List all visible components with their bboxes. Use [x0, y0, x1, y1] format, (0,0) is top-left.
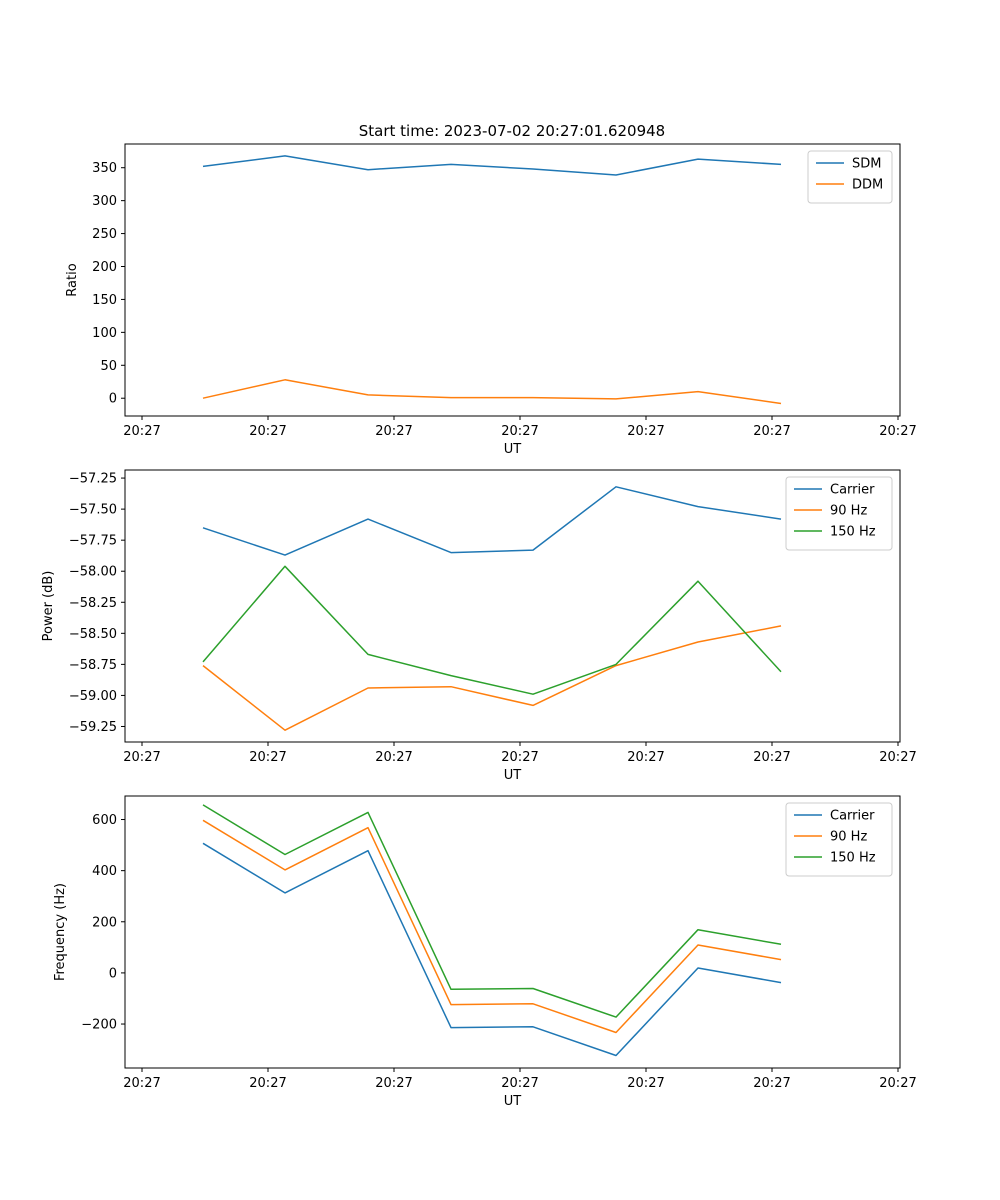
- y-tick-label: 0: [109, 966, 117, 981]
- x-tick-label: 20:27: [501, 750, 538, 765]
- y-tick-label: 300: [92, 194, 117, 209]
- x-tick-label: 20:27: [249, 1076, 286, 1091]
- y-tick-label: −59.25: [69, 720, 117, 735]
- legend-label: Carrier: [830, 809, 875, 824]
- y-tick-label: −57.25: [69, 472, 117, 487]
- x-tick-label: 20:27: [627, 1076, 664, 1091]
- series-line-carrier: [202, 486, 782, 556]
- y-axis-label: Ratio: [65, 263, 80, 296]
- x-tick-label: 20:27: [123, 750, 160, 765]
- x-tick-label: 20:27: [249, 750, 286, 765]
- x-tick-label: 20:27: [879, 424, 916, 439]
- ratio-panel: 20:27 20:27 20:27 20:27 20:27 20:27 20:27 UT 0 50…: [65, 143, 917, 457]
- x-tick-label: 20:27: [753, 1076, 790, 1091]
- x-tick-label: 20:27: [753, 424, 790, 439]
- series-line-carrier: [202, 842, 782, 1057]
- figure-title: Start time: 2023-07-02 20:27:01.620948: [359, 122, 665, 140]
- x-tick-label: 20:27: [375, 1076, 412, 1091]
- y-tick-label: 250: [92, 227, 117, 242]
- x-axis-label: UT: [504, 1094, 522, 1109]
- y-tick-label: −57.50: [69, 503, 117, 518]
- legend-label: Carrier: [830, 483, 875, 498]
- x-tick-label: 20:27: [627, 750, 664, 765]
- y-tick-label: −58.25: [69, 596, 117, 611]
- x-tick-label: 20:27: [375, 424, 412, 439]
- y-tick-label: −59.00: [69, 689, 117, 704]
- x-tick-label: 20:27: [501, 1076, 538, 1091]
- y-tick-label: 600: [92, 813, 117, 828]
- y-axis-label: Power (dB): [41, 571, 56, 642]
- series-line-150-hz: [202, 565, 782, 695]
- legend-label: 150 Hz: [830, 525, 876, 540]
- series-line-150-hz: [202, 804, 782, 1018]
- axes-frame: [124, 469, 901, 743]
- legend-label: DDM: [852, 178, 883, 193]
- y-tick-label: −200: [81, 1018, 117, 1033]
- series-line-sdm: [202, 155, 782, 176]
- x-tick-label: 20:27: [627, 424, 664, 439]
- y-tick-label: 350: [92, 161, 117, 176]
- y-axis-label: Frequency (Hz): [53, 883, 68, 981]
- y-tick-label: −57.75: [69, 534, 117, 549]
- x-tick-label: 20:27: [123, 424, 160, 439]
- y-tick-label: 50: [100, 359, 117, 374]
- x-tick-label: 20:27: [375, 750, 412, 765]
- legend-label: 90 Hz: [830, 504, 867, 519]
- series-line-ddm: [202, 379, 782, 405]
- power-panel: 20:27 20:27 20:27 20:27 20:27 20:27 20:27 UT −59…: [41, 469, 917, 783]
- legend-label: 150 Hz: [830, 851, 876, 866]
- x-axis-label: UT: [504, 442, 522, 457]
- x-tick-label: 20:27: [249, 424, 286, 439]
- legend-box: [807, 150, 893, 204]
- axes-frame: [124, 143, 901, 417]
- x-tick-label: 20:27: [123, 1076, 160, 1091]
- y-tick-label: −58.75: [69, 658, 117, 673]
- y-tick-label: 200: [92, 915, 117, 930]
- y-tick-label: 0: [109, 392, 117, 407]
- y-tick-label: 150: [92, 293, 117, 308]
- series-line-90-hz: [202, 819, 782, 1034]
- x-axis-label: UT: [504, 768, 522, 783]
- axes-frame: [124, 795, 901, 1069]
- y-tick-label: −58.50: [69, 627, 117, 642]
- frequency-panel: 20:27 20:27 20:27 20:27 20:27 20:27 20:27 UT −20…: [53, 795, 917, 1109]
- y-tick-label: 100: [92, 326, 117, 341]
- x-tick-label: 20:27: [501, 424, 538, 439]
- series-line-90-hz: [202, 625, 782, 731]
- x-tick-label: 20:27: [879, 1076, 916, 1091]
- y-tick-label: 400: [92, 864, 117, 879]
- y-tick-label: −58.00: [69, 565, 117, 580]
- y-tick-label: 200: [92, 260, 117, 275]
- legend-label: SDM: [852, 157, 881, 172]
- legend-label: 90 Hz: [830, 830, 867, 845]
- x-tick-label: 20:27: [879, 750, 916, 765]
- x-tick-label: 20:27: [753, 750, 790, 765]
